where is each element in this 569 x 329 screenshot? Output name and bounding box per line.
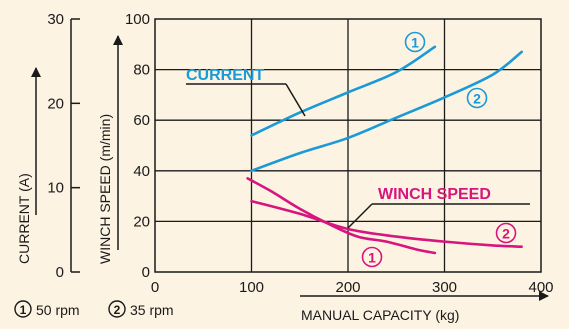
current-tick-label: 20 — [47, 95, 64, 112]
legend-marker-2: 2 — [114, 303, 121, 317]
speed-curve-1 — [246, 177, 437, 255]
svg-text:1: 1 — [368, 250, 376, 266]
speed-tick-label: 0 — [142, 264, 150, 281]
legend-text-1: 50 rpm — [36, 302, 80, 318]
current-series-label: CURRENT — [186, 67, 264, 84]
legend-marker-1-circle — [14, 300, 32, 318]
speed-tick-label: 20 — [133, 213, 150, 230]
svg-text:2: 2 — [502, 226, 510, 242]
current-axis-ticks: 0 10 20 30 — [47, 11, 80, 281]
speed-tick-label: 60 — [133, 112, 150, 129]
current-tick-label: 30 — [47, 11, 64, 28]
speed-marker-1: 1 — [361, 246, 383, 268]
x-tick-label: 400 — [528, 279, 553, 296]
speed-curve-2 — [250, 199, 523, 248]
x-tick-label: 300 — [432, 279, 457, 296]
speed-tick-label: 80 — [133, 62, 150, 79]
winch-speed-label-leader — [347, 203, 373, 229]
current-tick-label: 0 — [56, 264, 64, 281]
winch-speed-series-label: WINCH SPEED — [378, 186, 491, 203]
svg-text:1: 1 — [411, 35, 419, 51]
current-label-leader — [285, 83, 306, 117]
current-marker-1: 1 — [404, 31, 426, 53]
legend-text-2: 35 rpm — [130, 302, 174, 318]
current-tick-label: 10 — [47, 180, 64, 197]
speed-marker-2: 2 — [495, 222, 517, 244]
x-tick-label: 0 — [151, 279, 159, 296]
legend-marker-2-circle — [108, 300, 126, 318]
current-curve-2 — [250, 50, 523, 173]
current-curve-1 — [250, 45, 437, 137]
legend-marker-1: 1 — [20, 303, 27, 317]
grid-lines: 0 100 200 300 400 0 20 40 60 80 100 — [125, 11, 554, 296]
speed-tick-label: 40 — [133, 163, 150, 180]
series-lines — [246, 45, 523, 255]
capacity-axis-label: MANUAL CAPACITY (kg) — [301, 307, 459, 323]
speed-axis-label: WINCH SPEED (m/min) — [97, 114, 113, 264]
x-tick-label: 100 — [239, 279, 264, 296]
current-axis-label: CURRENT (A) — [16, 173, 32, 264]
x-tick-label: 200 — [335, 279, 360, 296]
current-marker-2: 2 — [466, 87, 488, 109]
svg-text:2: 2 — [473, 91, 481, 107]
speed-tick-label: 100 — [125, 11, 150, 28]
legend: 1 50 rpm 2 35 rpm — [14, 300, 174, 318]
